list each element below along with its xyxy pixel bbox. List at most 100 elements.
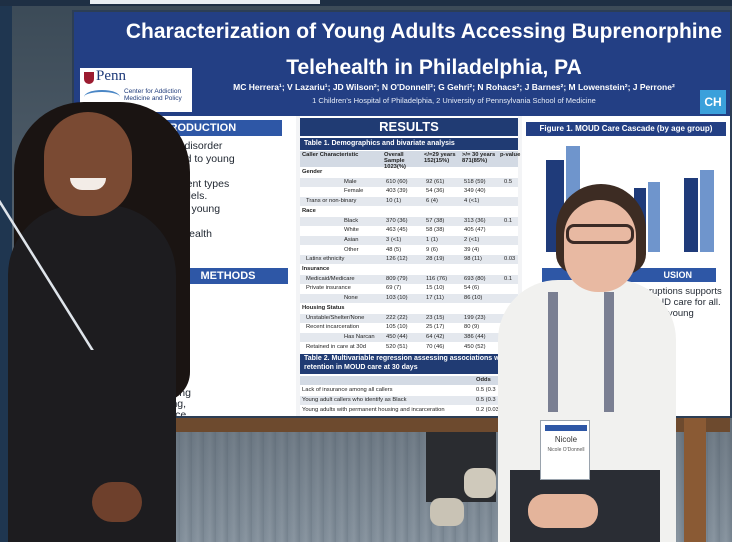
wave-icon (84, 90, 120, 104)
row-value: 0.5 (0.3 (476, 397, 496, 403)
poster-affiliations: 1 Children's Hospital of Philadelphia, 2… (312, 96, 596, 105)
row-label: Black (344, 217, 359, 224)
table-row: Private insurance 69 (7) 15 (10) 54 (6) (300, 284, 518, 293)
row-value: 116 (76) (426, 275, 448, 282)
row-label: Unstable/Shelter/None (306, 314, 365, 321)
row-label: Asian (344, 236, 359, 243)
row-value: 313 (36) (464, 217, 486, 224)
row-value: 610 (60) (386, 178, 408, 185)
row-value: 6 (4) (426, 198, 438, 205)
row-value: 450 (44) (386, 333, 408, 340)
row-value: 2 (<1) (464, 236, 480, 243)
table-row: Unstable/Shelter/None 222 (22) 23 (15) 199 … (300, 313, 518, 323)
table1-col-3: >/= 30 years 871(85%) (462, 152, 496, 164)
row-value: 92 (61) (426, 178, 445, 185)
row-label: Young adult callers who identify as Blac… (302, 397, 407, 403)
row-value: 25 (17) (426, 324, 445, 331)
row-value: 0.2 (0.03-0 (476, 407, 505, 413)
poster-title-line-2: Telehealth in Philadelphia, PA (286, 56, 582, 79)
row-value: 70 (46) (426, 343, 445, 350)
row-value: 86 (10) (464, 295, 483, 302)
black-top (8, 205, 176, 542)
row-value: 4 (<1) (464, 198, 480, 205)
table-row: Gender (300, 168, 518, 177)
smile (70, 178, 106, 190)
face (564, 200, 636, 292)
row-value: 520 (51) (386, 343, 408, 350)
table-row: Asian 3 (<1) 1 (1) 2 (<1) (300, 235, 518, 245)
row-label: Insurance (302, 266, 330, 272)
poster-header: Characterization of Young Adults Accessi… (74, 12, 730, 116)
row-label: Lack of insurance among all callers (302, 387, 393, 393)
table1-header-row: Caller Characteristic Overall Sample 102… (300, 151, 521, 170)
results-heading: RESULTS (300, 118, 518, 136)
table2-col-odds: Odds (476, 377, 491, 383)
table1-col-4: p-value (500, 152, 521, 158)
row-value: 57 (38) (426, 217, 445, 224)
row-label: Medicaid/Medicare (306, 275, 355, 282)
row-value: 80 (9) (464, 324, 480, 331)
row-value: 463 (45) (386, 227, 408, 234)
conclusion-text-line: MOUD care for all. (642, 297, 721, 308)
methods-heading: METHODS (168, 268, 288, 284)
row-value: 0.03 (504, 256, 516, 263)
row-value: 405 (47) (464, 227, 486, 234)
row-value: 0.5 (504, 178, 513, 185)
row-value: 0.1 (504, 217, 513, 224)
row-value: 450 (52) (464, 343, 486, 350)
table-row: Medicaid/Medicare 809 (79) 116 (76) 693 (80… (300, 274, 518, 284)
row-label: Male (344, 178, 357, 185)
table-row: Lack of insurance among all callers 0.5 (… (300, 386, 518, 395)
row-value: 370 (36) (386, 217, 408, 224)
row-value: 15 (10) (426, 285, 445, 292)
table-row: Latinx ethnicity 126 (12) 28 (19) 98 (11) 0.… (300, 255, 518, 265)
row-value: 17 (11) (426, 295, 444, 302)
row-value: 28 (19) (426, 256, 445, 263)
row-value: 403 (39) (386, 188, 408, 195)
clasped-hands (528, 494, 598, 528)
poster-title-line-1: Characterization of Young Adults Accessi… (125, 20, 723, 43)
row-value: 126 (12) (386, 256, 408, 263)
table-row: Black 370 (36) 57 (38) 313 (36) 0.1 (300, 216, 518, 226)
sneaker (464, 468, 496, 498)
row-value: 23 (15) (426, 314, 445, 321)
table-row: Young adult callers who identify as Blac… (300, 396, 518, 405)
table-row: Race (300, 207, 518, 216)
row-label: Private insurance (306, 285, 351, 292)
table2-header-row: Odds (300, 376, 518, 385)
badge-color-bar (545, 425, 587, 431)
lanyard (604, 292, 614, 412)
badge-subtitle: Nicole O'Donnell (547, 447, 585, 453)
table-row: None 103 (10) 17 (11) 86 (10) (300, 294, 518, 304)
row-value: 58 (38) (426, 227, 445, 234)
ceiling-light (90, 0, 320, 4)
table-row: Young adults with permanent housing and … (300, 406, 518, 415)
row-value: 103 (10) (386, 295, 408, 302)
table1-col-0: Caller Characteristic (302, 152, 359, 158)
row-value: 809 (79) (386, 275, 408, 282)
poster-stand-leg (684, 415, 706, 542)
row-value: 0.1 (504, 275, 513, 282)
row-label: Race (302, 207, 316, 214)
row-label: Has Narcan (344, 333, 375, 340)
row-value: 693 (80) (464, 275, 486, 282)
penn-shield-icon (84, 72, 94, 84)
row-label: Housing Status (302, 304, 345, 311)
hand (92, 482, 142, 522)
glasses-icon (566, 224, 634, 244)
figure1-title: Figure 1. MOUD Care Cascade (by age grou… (526, 122, 726, 136)
row-value: 9 (6) (426, 246, 438, 253)
table1-col-2: </=29 years 152(15%) (424, 152, 456, 164)
row-label: Latinx ethnicity (306, 256, 345, 263)
penn-center-name: Center for Addiction Medicine and Policy (124, 88, 182, 102)
row-value: 1 (1) (426, 236, 438, 243)
row-value: 386 (44) (464, 333, 486, 340)
table1-title: Table 1. Demographics and bivariate anal… (300, 138, 518, 150)
table-row: Male 610 (60) 92 (61) 518 (59) 0.5 (300, 177, 518, 187)
row-label: Retained in care at 30d (306, 343, 366, 350)
cascade-bar-6 (648, 182, 660, 252)
row-value: 222 (22) (386, 314, 408, 321)
top-frame-edge (0, 0, 732, 6)
row-value: 349 (40) (464, 188, 486, 195)
